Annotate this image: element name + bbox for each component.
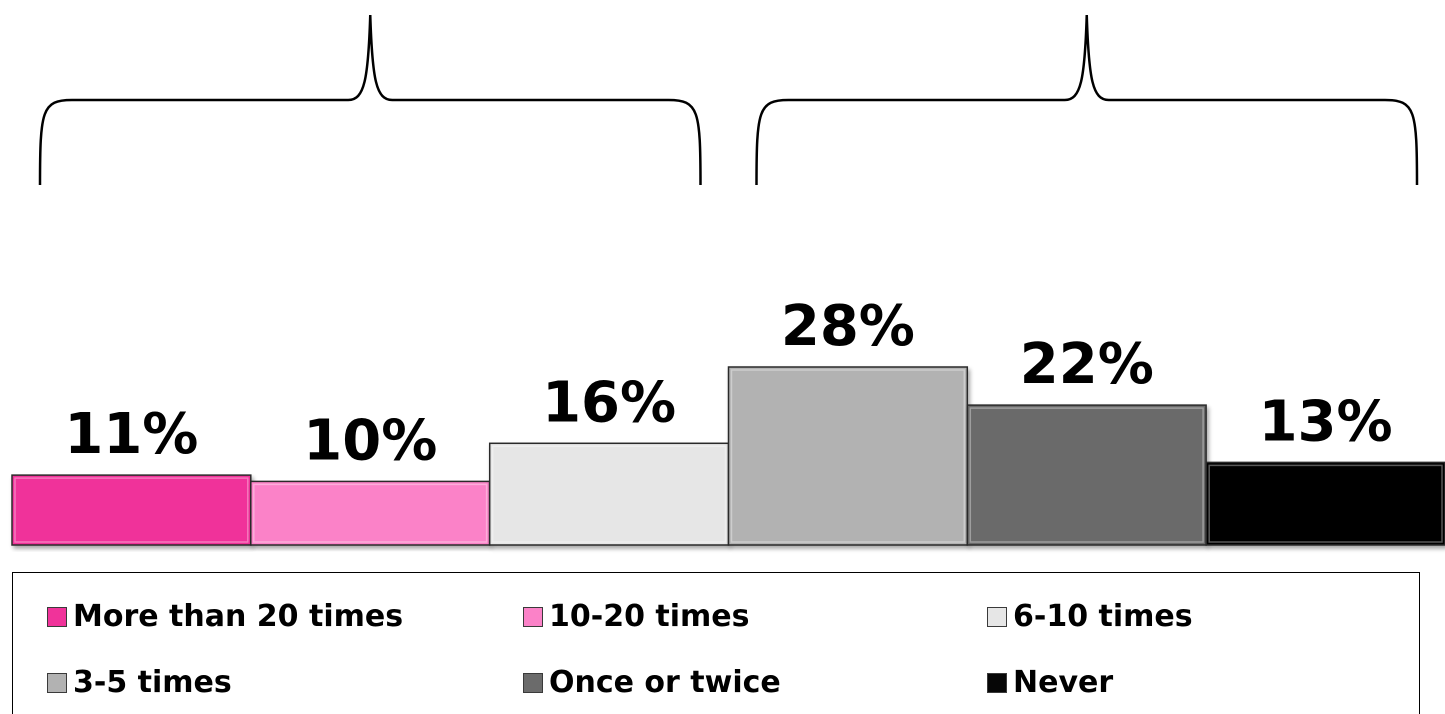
bar-never bbox=[1206, 462, 1445, 545]
data-label-once-or-twice: 22% bbox=[1020, 332, 1154, 397]
legend-swatch-10-20-times bbox=[523, 607, 543, 627]
data-label-10-20-times: 10% bbox=[303, 408, 437, 473]
group-bracket-2 bbox=[757, 15, 1418, 185]
bar-series bbox=[12, 367, 1445, 545]
legend-swatch-6-10-times bbox=[987, 607, 1007, 627]
bar-3-5-times bbox=[729, 367, 968, 545]
group-bracket-1 bbox=[40, 15, 701, 185]
legend-label: 3-5 times bbox=[73, 663, 232, 703]
legend-item-once-or-twice: Once or twice bbox=[523, 663, 781, 703]
bar-once-or-twice bbox=[967, 405, 1206, 545]
legend-item-10-20-times: 10-20 times bbox=[523, 597, 749, 637]
legend-item-more-than-20-times: More than 20 times bbox=[47, 597, 403, 637]
data-label-more-than-20-times: 11% bbox=[64, 402, 198, 467]
legend-label: Never bbox=[1013, 663, 1113, 703]
legend-item-never: Never bbox=[987, 663, 1113, 703]
legend-swatch-3-5-times bbox=[47, 673, 67, 693]
data-label-3-5-times: 28% bbox=[781, 294, 915, 359]
legend-item-3-5-times: 3-5 times bbox=[47, 663, 232, 703]
data-label-6-10-times: 16% bbox=[542, 370, 676, 435]
group-brackets bbox=[40, 15, 1417, 185]
legend-swatch-more-than-20-times bbox=[47, 607, 67, 627]
legend-item-6-10-times: 6-10 times bbox=[987, 597, 1193, 637]
legend-label: More than 20 times bbox=[73, 597, 403, 637]
legend-label: 6-10 times bbox=[1013, 597, 1193, 637]
legend-swatch-never bbox=[987, 673, 1007, 693]
legend-swatch-once-or-twice bbox=[523, 673, 543, 693]
data-label-never: 13% bbox=[1259, 389, 1393, 454]
legend-label: Once or twice bbox=[549, 663, 781, 703]
bar-more-than-20-times bbox=[12, 475, 251, 545]
bar-10-20-times bbox=[251, 481, 490, 545]
legend-label: 10-20 times bbox=[549, 597, 749, 637]
legend: More than 20 times 10-20 times 6-10 time… bbox=[12, 572, 1420, 714]
bar-6-10-times bbox=[490, 443, 729, 545]
